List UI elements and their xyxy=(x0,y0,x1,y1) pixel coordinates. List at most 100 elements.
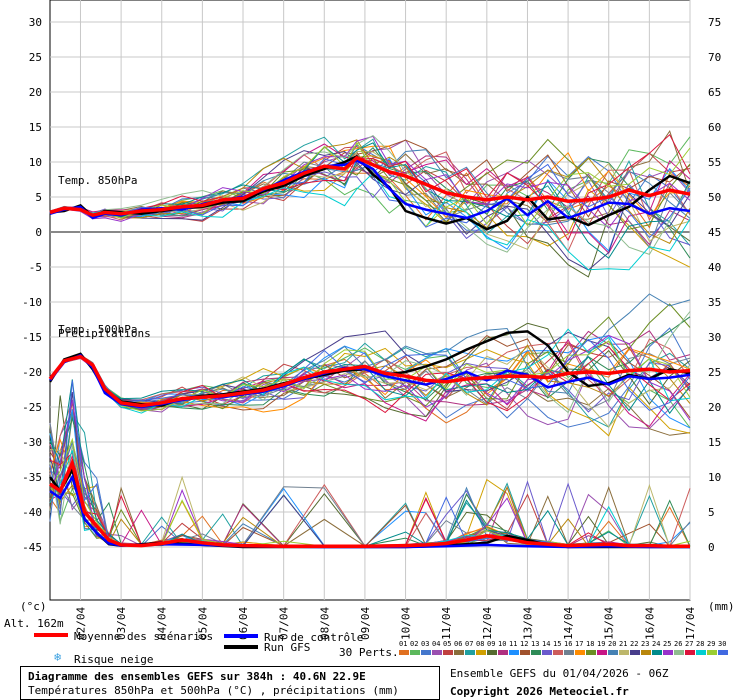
x-tick-label: 17/04 xyxy=(684,607,697,640)
perturbation-legend-label: 19 xyxy=(597,640,606,648)
perturbation-t850-line xyxy=(49,134,691,256)
y2-tick-label: 25 xyxy=(708,366,721,379)
perturbation-legend-label: 28 xyxy=(696,640,705,648)
y-tick-label: 20 xyxy=(29,86,42,99)
perturbation-legend-swatch xyxy=(696,650,706,655)
legend-control-label: Run de contrôle xyxy=(264,631,364,644)
temp500-annotation: Temp. 500hPa xyxy=(58,323,137,336)
precip-annotation: Précipitations xyxy=(58,327,151,340)
perturbation-legend-swatch xyxy=(498,650,508,655)
perturbation-legend-swatch xyxy=(619,650,629,655)
x-tick-label: 03/04 xyxy=(115,607,128,640)
legend-control-swatch xyxy=(224,634,258,638)
y-tick-label: -10 xyxy=(22,296,42,309)
perturbation-legend-label: 08 xyxy=(476,640,485,648)
perturbation-legend-label: 04 xyxy=(432,640,441,648)
perturbation-legend-swatch xyxy=(454,650,464,655)
y2-tick-label: 40 xyxy=(708,261,721,274)
footer-title: Diagramme des ensembles GEFS sur 384h : … xyxy=(28,670,366,683)
legend-mean-swatch xyxy=(34,633,68,637)
perturbation-legend-label: 26 xyxy=(674,640,683,648)
y2-tick-label: 0 xyxy=(708,541,715,554)
perturbation-legend-label: 25 xyxy=(663,640,672,648)
footer-subtitle: Températures 850hPa et 500hPa (°C) , pré… xyxy=(28,684,399,697)
perturbation-legend-swatch xyxy=(399,650,409,655)
footer-run-info: Ensemble GEFS du 01/04/2026 - 06Z xyxy=(450,667,669,680)
x-tick-label: 11/04 xyxy=(440,607,453,640)
perturbation-legend-swatch xyxy=(608,650,618,655)
perturbation-legend-label: 16 xyxy=(564,640,573,648)
y-tick-label: -30 xyxy=(22,436,42,449)
perturbation-legend-label: 17 xyxy=(575,640,584,648)
perturbation-legend-swatch xyxy=(509,650,519,655)
perturbation-t500-line xyxy=(49,328,691,414)
legend-gfs-swatch xyxy=(224,645,258,649)
y2-tick-label: 75 xyxy=(708,16,721,29)
perturbation-t500-line xyxy=(49,355,691,415)
x-axis-ticks: 02/04 03/04 04/04 05/04 06/04 07/04 08/04 09/04… xyxy=(74,607,697,640)
perturbation-legend-label: 07 xyxy=(465,640,474,648)
y2-tick-label: 20 xyxy=(708,401,721,414)
main-series xyxy=(48,154,691,549)
y2-tick-label: 30 xyxy=(708,331,721,344)
perturbation-legend-swatch xyxy=(443,650,453,655)
perturbation-legend: 01 02 03 04 05 06 07 08 09 10 11 12 13 14 15 16 17 18 19 20… xyxy=(399,640,729,660)
perturbation-legend-label: 01 xyxy=(399,640,408,648)
perturbation-legend-swatch xyxy=(421,650,431,655)
perturbation-legend-swatch xyxy=(707,650,717,655)
y2-tick-label: 50 xyxy=(708,191,721,204)
y2-tick-label: 55 xyxy=(708,156,721,169)
perturbation-legend-swatch xyxy=(410,650,420,655)
series-t850-line xyxy=(49,155,691,218)
x-tick-label: 07/04 xyxy=(278,607,291,640)
perturbation-legend-swatch xyxy=(641,650,651,655)
x-tick-label: 08/04 xyxy=(318,607,331,640)
perturbation-legend-label: 22 xyxy=(630,640,639,648)
y2-tick-label: 60 xyxy=(708,121,721,134)
y-tick-label: -45 xyxy=(22,541,42,554)
perturbation-legend-label: 05 xyxy=(443,640,452,648)
perturbation-legend-label: 02 xyxy=(410,640,419,648)
y2-tick-label: 10 xyxy=(708,471,721,484)
perturbation-legend-swatch xyxy=(718,650,728,655)
footer-copyright: Copyright 2026 Meteociel.fr xyxy=(450,685,629,698)
legend-gfs-label: Run GFS xyxy=(264,641,311,654)
perturbation-t850-line xyxy=(49,139,691,244)
y2-tick-label: 35 xyxy=(708,296,721,309)
left-axis-ticks: 30 25 20 15 10 5 0 -5 -10 -15 -20 -25 -30 -35 -40 -45 xyxy=(22,16,42,554)
y-tick-label: -40 xyxy=(22,506,42,519)
y2-tick-label: 70 xyxy=(708,51,721,64)
x-tick-label: 05/04 xyxy=(196,607,209,640)
perturbation-legend-swatch xyxy=(652,650,662,655)
series-precip-line xyxy=(49,457,690,549)
perturbation-legend-label: 30 xyxy=(718,640,727,648)
legend-mean-label: Moyenne des scénarios xyxy=(74,630,214,643)
y-tick-label: 30 xyxy=(29,16,42,29)
y-tick-label: -15 xyxy=(22,331,42,344)
x-tick-label: 13/04 xyxy=(521,607,534,640)
perturbation-legend-label: 09 xyxy=(487,640,496,648)
footer-title-box xyxy=(20,666,440,700)
perturbation-legend-label: 21 xyxy=(619,640,628,648)
y2-tick-label: 45 xyxy=(708,226,721,239)
perturbation-legend-swatch xyxy=(520,650,530,655)
y-tick-label: 5 xyxy=(35,191,42,204)
perturbation-legend-swatch xyxy=(432,650,442,655)
perturbation-legend-label: 27 xyxy=(685,640,694,648)
perturbation-legend-swatch xyxy=(465,650,475,655)
perturbation-legend-label: 15 xyxy=(553,640,562,648)
x-tick-label: 10/04 xyxy=(400,607,413,640)
perturbation-legend-label: 11 xyxy=(509,640,518,648)
y2-tick-label: 5 xyxy=(708,506,715,519)
perturbation-legend-label: 20 xyxy=(608,640,617,648)
series-t500-line xyxy=(48,354,691,408)
plot-area xyxy=(49,0,691,601)
x-tick-label: 02/04 xyxy=(74,607,87,640)
perturbation-legend-label: 13 xyxy=(531,640,540,648)
perturbation-legend-label: 18 xyxy=(586,640,595,648)
perturbation-legend-swatch xyxy=(487,650,497,655)
y-tick-label: -5 xyxy=(29,261,42,274)
altitude-label: Alt. 162m xyxy=(4,617,64,630)
